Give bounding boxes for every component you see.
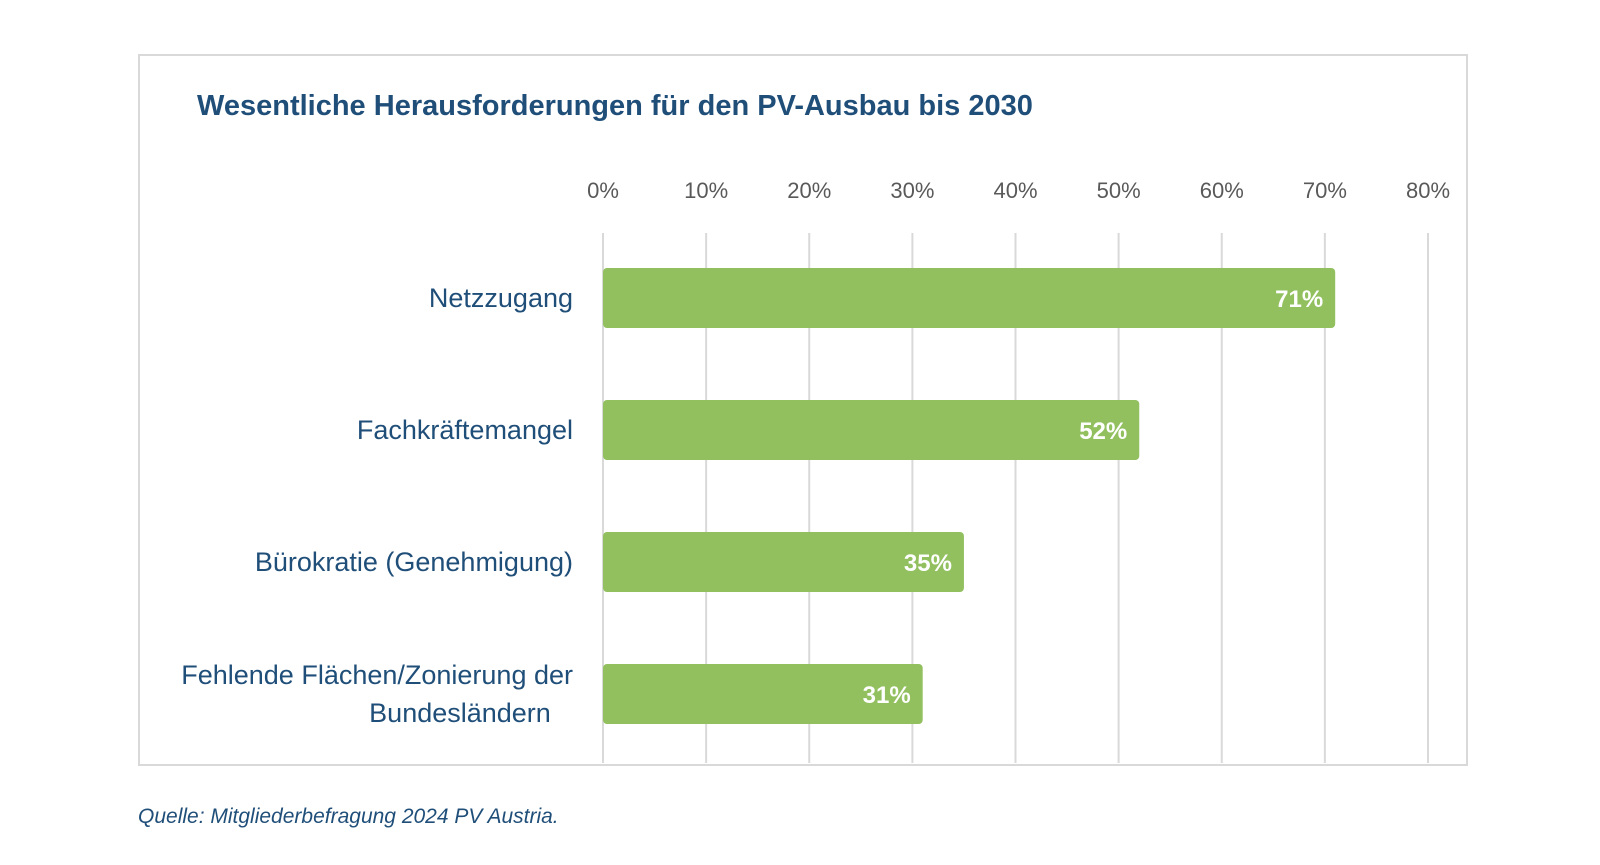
category-label: Bundesländern	[369, 698, 551, 728]
category-label: Fehlende Flächen/Zonierung der	[181, 660, 573, 690]
data-label: 52%	[1079, 418, 1127, 445]
x-tick-label: 70%	[1303, 178, 1347, 203]
x-tick-label: 40%	[993, 178, 1037, 203]
x-tick-label: 10%	[684, 178, 728, 203]
x-tick-label: 30%	[890, 178, 934, 203]
bar	[603, 532, 964, 592]
bar	[603, 400, 1140, 460]
x-tick-label: 20%	[787, 178, 831, 203]
bar	[603, 664, 923, 724]
x-tick-label: 50%	[1097, 178, 1141, 203]
chart-title: Wesentliche Herausforderungen für den PV…	[197, 90, 1033, 122]
category-label: Fachkräftemangel	[357, 415, 573, 445]
data-label: 35%	[904, 550, 952, 577]
chart-frame	[138, 54, 1468, 766]
x-tick-label: 80%	[1406, 178, 1450, 203]
data-label: 31%	[863, 682, 911, 709]
x-tick-label: 60%	[1200, 178, 1244, 203]
bar	[603, 268, 1336, 328]
source-note: Quelle: Mitgliederbefragung 2024 PV Aust…	[138, 805, 559, 828]
x-tick-label: 0%	[587, 178, 619, 203]
category-label: Bürokratie (Genehmigung)	[255, 547, 573, 577]
category-label: Netzzugang	[429, 283, 573, 313]
data-label: 71%	[1275, 286, 1323, 313]
